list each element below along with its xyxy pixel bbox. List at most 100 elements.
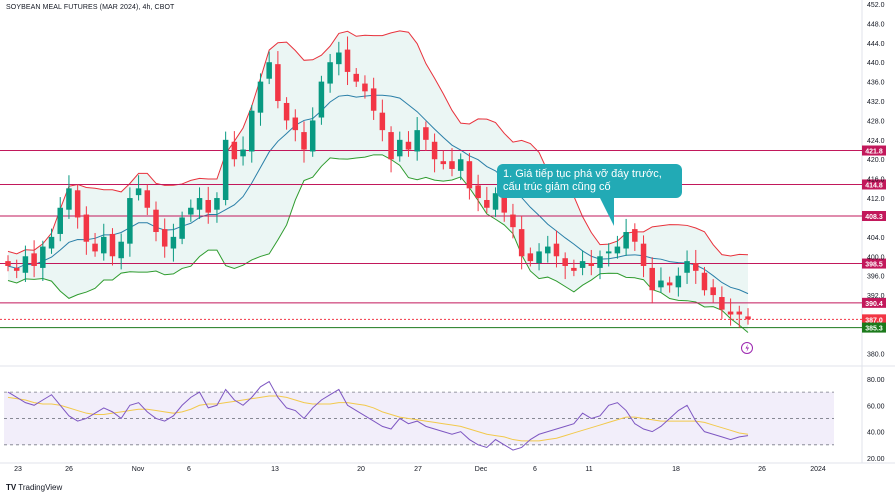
level-label-text: 398.5 xyxy=(865,262,883,269)
candle-body xyxy=(353,73,359,82)
price-tick-448.0: 448.0 xyxy=(867,21,885,28)
candle-body xyxy=(449,161,455,169)
candle-body xyxy=(736,311,743,315)
candle-body xyxy=(127,198,133,244)
rsi-tick-40.00: 40.00 xyxy=(867,430,885,437)
candle-body xyxy=(518,229,525,257)
level-label-bg xyxy=(862,145,886,156)
candle-body xyxy=(135,188,142,196)
price-tick-412.0: 412.0 xyxy=(867,196,885,203)
candle-body xyxy=(161,229,168,247)
candle-body xyxy=(301,132,307,150)
candle-body xyxy=(397,139,403,157)
bollinger-lower xyxy=(7,154,749,333)
time-tick-11: 11 xyxy=(585,466,592,473)
time-tick-6: 6 xyxy=(187,466,191,473)
candle-body xyxy=(240,149,246,157)
price-tick-440.0: 440.0 xyxy=(867,60,885,67)
candle-body xyxy=(745,316,751,320)
candle-body xyxy=(101,236,107,254)
candle-body xyxy=(579,261,586,268)
time-tick-13: 13 xyxy=(271,466,279,473)
level-label-387.0: 387.0 xyxy=(862,314,886,325)
candle-body xyxy=(144,190,151,208)
candle-body xyxy=(22,256,29,273)
rsi-tick-60.00: 60.00 xyxy=(867,403,885,410)
level-label-bg xyxy=(862,297,886,308)
rsi-tick-80.00: 80.00 xyxy=(867,377,885,384)
annotation-line-1: 1. Giá tiếp tục phá vỡ đáy trước, xyxy=(503,168,662,180)
price-tick-432.0: 432.0 xyxy=(867,99,885,106)
candle-body xyxy=(658,280,664,288)
candle-body xyxy=(405,141,412,150)
level-label-bg xyxy=(862,314,886,325)
level-label-390.4: 390.4 xyxy=(862,297,886,308)
candle-body xyxy=(179,217,185,239)
candle-body xyxy=(92,243,98,252)
time-tick-26: 26 xyxy=(65,466,73,473)
candle-body xyxy=(327,62,333,84)
candle-body xyxy=(527,253,534,262)
candle-body xyxy=(31,253,37,266)
tradingview-logo-icon: TV xyxy=(6,483,17,492)
candle-body xyxy=(5,261,11,266)
level-label-text: 408.3 xyxy=(865,214,883,221)
time-tick-27: 27 xyxy=(414,466,422,473)
candle-body xyxy=(701,272,708,291)
level-label-408.3: 408.3 xyxy=(862,211,886,222)
candle-body xyxy=(675,275,682,288)
level-label-385.3: 385.3 xyxy=(862,322,886,333)
candle-body xyxy=(266,62,272,79)
price-tick-400.0: 400.0 xyxy=(867,254,885,261)
candle-body xyxy=(48,236,55,249)
candle-body xyxy=(666,282,673,286)
candle-body xyxy=(597,256,603,268)
level-label-bg xyxy=(862,258,886,269)
price-tick-396.0: 396.0 xyxy=(867,274,885,281)
candle-body xyxy=(588,263,595,266)
candle-body xyxy=(466,161,473,189)
time-tick-26: 26 xyxy=(758,466,766,473)
brand-label: TradingView xyxy=(18,483,63,492)
candle-body xyxy=(571,267,577,271)
candle-body xyxy=(379,112,386,131)
candle-body xyxy=(710,287,716,296)
candle-body xyxy=(614,246,621,254)
price-tick-452.0: 452.0 xyxy=(867,2,885,9)
level-label-421.8: 421.8 xyxy=(862,145,886,156)
candle-body xyxy=(283,102,290,121)
candle-body xyxy=(693,263,699,271)
candle-body xyxy=(484,199,490,208)
candle-body xyxy=(205,199,211,213)
candle-body xyxy=(74,190,81,218)
price-tick-416.0: 416.0 xyxy=(867,177,885,184)
candle-body xyxy=(118,241,124,259)
candle-body xyxy=(510,214,516,228)
annotation-callout[interactable]: 1. Giá tiếp tục phá vỡ đáy trước, cấu tr… xyxy=(497,164,682,198)
candle-body xyxy=(109,233,116,257)
candle-body xyxy=(501,190,507,213)
candle-body xyxy=(222,139,229,200)
candle-body xyxy=(719,297,725,310)
candle-body xyxy=(388,132,394,160)
candle-body xyxy=(214,198,220,210)
chart-title: SOYBEAN MEAL FUTURES (MAR 2024), 4h, CBO… xyxy=(6,4,175,11)
candle-body xyxy=(318,81,325,118)
level-label-414.8: 414.8 xyxy=(862,179,886,190)
time-tick-Nov: Nov xyxy=(132,466,145,473)
candle-body xyxy=(231,141,238,160)
price-tick-392.0: 392.0 xyxy=(867,293,885,300)
candle-body xyxy=(545,246,551,254)
level-label-text: 421.8 xyxy=(865,149,883,156)
candle-body xyxy=(66,188,72,210)
candle-body xyxy=(431,141,438,160)
time-tick-23: 23 xyxy=(14,466,22,473)
tradingview-logo[interactable]: TV TradingView xyxy=(6,483,62,492)
candle-body xyxy=(336,52,342,65)
candle-body xyxy=(309,120,316,152)
candle-body xyxy=(57,207,63,234)
candle-body xyxy=(440,161,447,165)
candle-body xyxy=(292,117,299,131)
